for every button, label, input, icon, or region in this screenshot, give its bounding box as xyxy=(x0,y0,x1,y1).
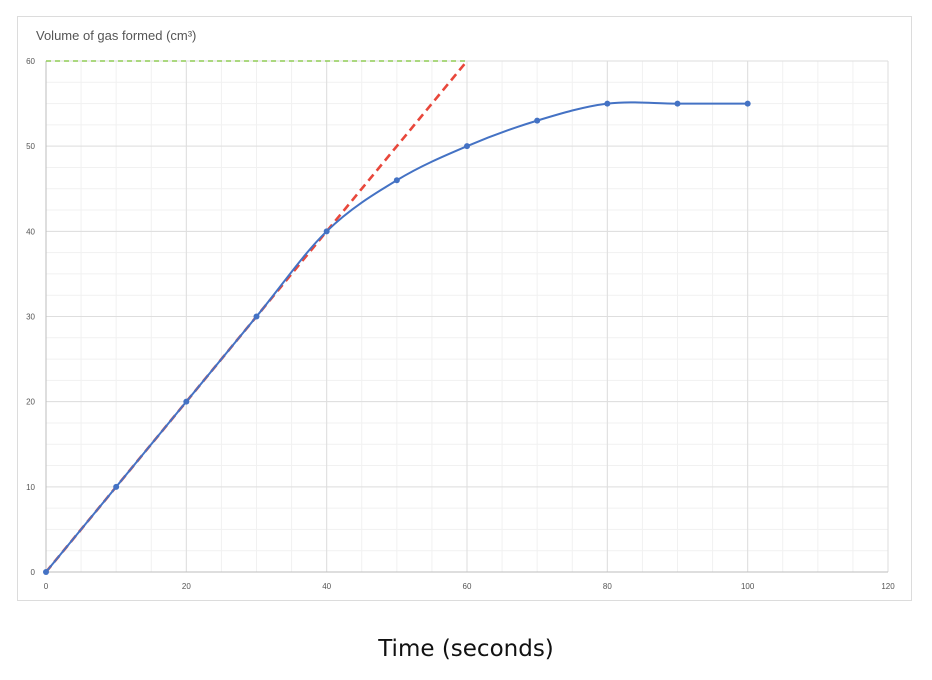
data-point xyxy=(183,398,190,405)
data-point xyxy=(393,177,400,184)
data-point xyxy=(323,228,330,235)
x-tick-label: 120 xyxy=(881,582,895,591)
x-tick-label: 0 xyxy=(44,582,49,591)
x-tick-label: 20 xyxy=(182,582,191,591)
y-tick-label: 30 xyxy=(26,313,35,322)
x-tick-label: 60 xyxy=(463,582,472,591)
y-tick-label: 60 xyxy=(26,57,35,66)
series-line xyxy=(45,101,748,573)
y-tick-label: 40 xyxy=(26,227,35,236)
data-point xyxy=(43,569,49,575)
data-point xyxy=(604,100,611,107)
x-tick-label: 80 xyxy=(603,582,612,591)
y-tick-label: 50 xyxy=(26,142,35,151)
y-tick-label: 0 xyxy=(31,568,36,577)
data-point xyxy=(464,143,470,150)
chart-title: Volume of gas formed (cm³) xyxy=(36,28,197,43)
chart-frame xyxy=(17,16,912,601)
y-tick-label: 20 xyxy=(26,398,35,407)
data-point xyxy=(674,100,681,107)
data-point xyxy=(744,100,751,107)
x-tick-label: 100 xyxy=(741,582,755,591)
x-axis-label: Time (seconds) xyxy=(378,636,554,662)
data-point xyxy=(113,483,120,490)
x-tick-label: 40 xyxy=(322,582,331,591)
data-point xyxy=(253,313,260,320)
data-point xyxy=(534,117,541,124)
y-tick-label: 10 xyxy=(26,483,35,492)
